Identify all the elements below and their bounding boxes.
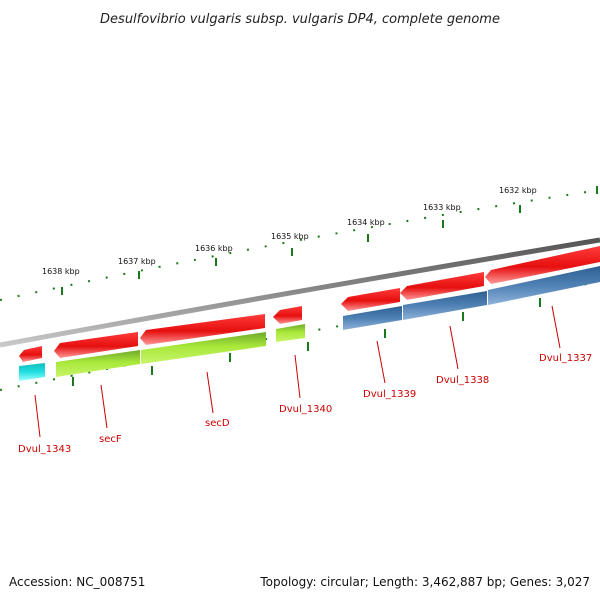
genome-summary-text: Topology: circular; Length: 3,462,887 bp…	[259, 575, 590, 589]
feature-bar-dvul-1340[interactable]	[276, 324, 305, 342]
inner-scale-major-ticks	[72, 298, 541, 386]
gene-label-secd[interactable]: secD	[205, 418, 230, 429]
outer-scale-dots	[0, 189, 600, 301]
cds-track	[19, 246, 600, 362]
feature-bar-secd[interactable]	[141, 332, 266, 364]
feature-bar-dvul-1337[interactable]	[488, 266, 600, 305]
leader-dvul-1339	[376, 340, 386, 384]
gene-leader-lines	[34, 305, 561, 438]
gene-label-dvul-1339[interactable]: Dvul_1339	[363, 389, 416, 400]
cds-arrow-secd[interactable]	[140, 314, 265, 345]
accession-text: Accession: NC_008751	[9, 575, 145, 589]
cds-arrow-dvul-1340[interactable]	[273, 306, 302, 324]
scale-label-1633: 1633 kbp	[423, 203, 461, 212]
genome-backbone	[0, 237, 600, 348]
page-title: Desulfovibrio vulgaris subsp. vulgaris D…	[100, 12, 500, 27]
outer-scale-major-ticks	[61, 186, 598, 295]
scale-label-1632: 1632 kbp	[499, 186, 537, 195]
gene-label-dvul-1338[interactable]: Dvul_1338	[436, 375, 489, 386]
outer-scale-ring	[0, 189, 600, 301]
gene-label-dvul-1337[interactable]: Dvul_1337	[539, 353, 592, 364]
gene-label-dvul-1340[interactable]: Dvul_1340	[279, 404, 332, 415]
leader-dvul-1337	[551, 305, 561, 349]
leader-dvul-1338	[449, 325, 459, 370]
leader-dvul-1340	[294, 354, 301, 399]
scale-label-1638: 1638 kbp	[42, 267, 80, 276]
feature-bar-dvul-1338[interactable]	[403, 291, 487, 320]
scale-label-1634: 1634 kbp	[347, 218, 385, 227]
cds-arrow-dvul-1343[interactable]	[19, 346, 42, 362]
scale-label-1636: 1636 kbp	[195, 244, 233, 253]
feature-bar-secf[interactable]	[56, 350, 140, 377]
scale-labels: 1638 kbp 1637 kbp 1636 kbp 1635 kbp 1634…	[42, 186, 537, 276]
gene-label-dvul-1343[interactable]: Dvul_1343	[18, 444, 71, 455]
feature-bar-dvul-1343[interactable]	[19, 363, 45, 381]
scale-label-1637: 1637 kbp	[118, 257, 156, 266]
leader-dvul-1343	[34, 394, 41, 438]
gene-label-secf[interactable]: secF	[99, 434, 122, 445]
cds-arrow-dvul-1338[interactable]	[400, 272, 484, 300]
gene-labels: Dvul_1343 secF secD Dvul_1340 Dvul_1339 …	[18, 353, 592, 455]
scale-label-1635: 1635 kbp	[271, 232, 309, 241]
cds-arrow-dvul-1337[interactable]	[485, 246, 600, 284]
cds-arrow-secf[interactable]	[54, 332, 138, 358]
feature-bar-dvul-1339[interactable]	[343, 306, 402, 330]
leader-secf	[100, 384, 108, 429]
leader-secd	[206, 371, 214, 414]
feature-track	[19, 266, 600, 381]
cds-arrow-dvul-1339[interactable]	[341, 288, 400, 311]
